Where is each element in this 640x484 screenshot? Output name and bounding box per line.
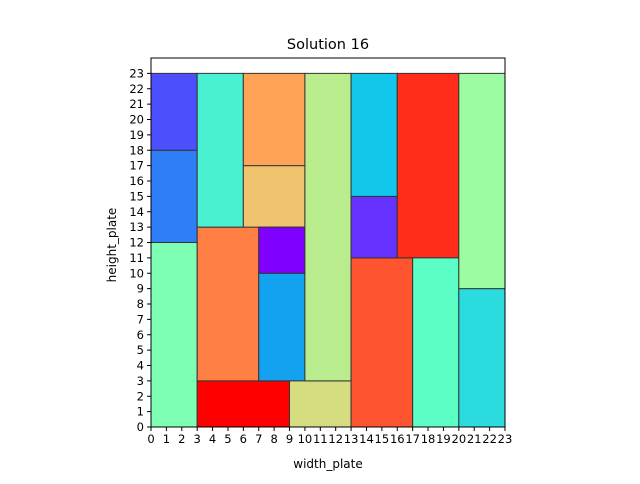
x-tick-label: 9 <box>286 432 293 446</box>
x-tick-label: 12 <box>328 432 343 446</box>
packed-rectangle-16 <box>412 257 460 428</box>
x-tick-label: 8 <box>270 432 277 446</box>
x-tick-label: 0 <box>147 432 154 446</box>
packed-rectangle-11 <box>304 72 352 382</box>
x-tick-label: 18 <box>421 432 436 446</box>
x-tick-label: 15 <box>375 432 390 446</box>
packed-rectangle-10 <box>289 380 352 428</box>
packed-rectangle-12 <box>350 257 414 428</box>
y-tick-label: 5 <box>137 343 144 357</box>
y-tick-label: 1 <box>137 405 144 419</box>
y-tick-label: 4 <box>137 359 144 373</box>
y-tick-label: 11 <box>129 251 144 265</box>
packed-rectangle-8 <box>258 272 306 382</box>
x-tick-label: 2 <box>178 432 185 446</box>
y-tick-label: 23 <box>129 66 144 80</box>
y-tick-label: 9 <box>137 282 144 296</box>
packed-rectangle-2 <box>150 72 198 151</box>
x-tick-label: 7 <box>255 432 262 446</box>
packed-rectangle-7 <box>242 72 306 167</box>
packed-rectangle-14 <box>350 72 398 197</box>
x-tick-label: 11 <box>313 432 328 446</box>
chart-title: Solution 16 <box>287 37 369 53</box>
x-tick-label: 1 <box>163 432 170 446</box>
x-tick-label: 19 <box>436 432 451 446</box>
x-tick-label: 4 <box>209 432 216 446</box>
y-tick-label: 13 <box>129 220 144 234</box>
packed-rectangle-6 <box>242 165 306 228</box>
x-tick-label: 16 <box>390 432 405 446</box>
x-axis-label: width_plate <box>293 457 362 471</box>
y-tick-label: 21 <box>129 97 144 111</box>
y-tick-label: 19 <box>129 128 144 142</box>
packed-rectangle-5 <box>196 72 244 228</box>
packed-rectangle-13 <box>350 195 398 259</box>
x-tick-label: 21 <box>467 432 482 446</box>
packed-rectangle-15 <box>396 72 460 259</box>
y-tick-label: 0 <box>137 420 144 434</box>
packed-rectangle-17 <box>458 288 506 428</box>
x-tick-label: 14 <box>359 432 374 446</box>
x-tick-label: 17 <box>405 432 420 446</box>
packed-rectangle-0 <box>150 242 198 428</box>
y-axis-label: height_plate <box>105 208 119 283</box>
y-tick-label: 10 <box>129 266 144 280</box>
x-tick-label: 22 <box>482 432 497 446</box>
packed-rectangle-3 <box>196 380 291 428</box>
y-tick-label: 20 <box>129 113 144 127</box>
packed-rectangle-1 <box>150 149 198 243</box>
rectangle-layer <box>150 72 506 428</box>
y-tick-label: 3 <box>137 374 144 388</box>
x-tick-label: 23 <box>498 432 513 446</box>
x-tick-label: 6 <box>240 432 247 446</box>
y-tick-label: 2 <box>137 389 144 403</box>
x-tick-label: 13 <box>344 432 359 446</box>
y-tick-label: 16 <box>129 174 144 188</box>
x-tick-label: 3 <box>194 432 201 446</box>
x-ticks: 0 1 2 3 4 5 6 7 8 9 10 11 12 13 14 15 16 17 18 19 20 21 22 23 <box>147 427 512 446</box>
x-tick-label: 5 <box>224 432 231 446</box>
y-tick-label: 18 <box>129 143 144 157</box>
packed-rectangle-4 <box>196 226 260 382</box>
y-tick-label: 14 <box>129 205 144 219</box>
y-tick-label: 7 <box>137 312 144 326</box>
y-tick-label: 6 <box>137 328 144 342</box>
y-tick-label: 15 <box>129 189 144 203</box>
packed-rectangle-18 <box>458 72 506 290</box>
y-tick-label: 17 <box>129 159 144 173</box>
x-tick-label: 20 <box>452 432 467 446</box>
y-tick-label: 8 <box>137 297 144 311</box>
y-tick-label: 12 <box>129 236 144 250</box>
y-tick-label: 22 <box>129 82 144 96</box>
x-tick-label: 10 <box>298 432 313 446</box>
packed-rectangle-9 <box>258 226 306 274</box>
